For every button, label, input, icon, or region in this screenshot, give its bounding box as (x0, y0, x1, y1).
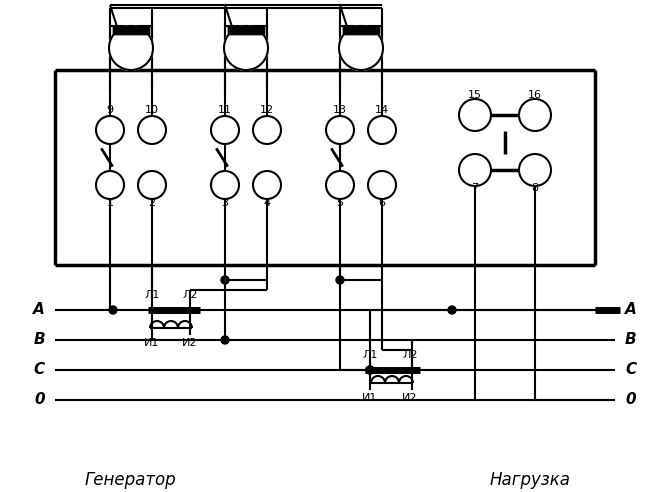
Text: A: A (34, 303, 45, 317)
Text: И1: И1 (144, 338, 159, 348)
Circle shape (366, 366, 374, 374)
Text: A: A (625, 303, 636, 317)
Bar (343, 26, 379, 34)
Bar (228, 26, 264, 34)
Text: Л2: Л2 (182, 290, 198, 300)
Circle shape (221, 336, 229, 344)
Text: Л1: Л1 (144, 290, 159, 300)
Circle shape (211, 171, 239, 199)
Text: 1: 1 (107, 198, 113, 208)
Bar (113, 26, 149, 34)
Text: 8: 8 (531, 183, 539, 193)
Bar (228, 26, 264, 34)
Circle shape (459, 154, 491, 186)
Text: 3: 3 (222, 198, 228, 208)
Circle shape (519, 99, 551, 131)
Circle shape (138, 171, 166, 199)
Text: C: C (34, 363, 45, 377)
Bar (113, 26, 149, 34)
Text: Л1: Л1 (362, 350, 378, 360)
Text: 2: 2 (149, 198, 155, 208)
Circle shape (109, 26, 153, 70)
Circle shape (253, 116, 281, 144)
Text: 10: 10 (145, 105, 159, 115)
Text: 13: 13 (333, 105, 347, 115)
Circle shape (96, 116, 124, 144)
Text: И1: И1 (362, 393, 378, 403)
Text: B: B (34, 333, 45, 347)
Circle shape (109, 306, 117, 314)
Circle shape (96, 171, 124, 199)
Circle shape (211, 116, 239, 144)
Text: 0: 0 (34, 393, 45, 407)
Text: 0: 0 (625, 393, 636, 407)
Text: 14: 14 (375, 105, 389, 115)
Text: И2: И2 (182, 338, 198, 348)
Text: C: C (625, 363, 636, 377)
Text: И2: И2 (402, 393, 418, 403)
Circle shape (224, 26, 268, 70)
Text: 11: 11 (218, 105, 232, 115)
Circle shape (253, 171, 281, 199)
Circle shape (519, 154, 551, 186)
Circle shape (368, 116, 396, 144)
Text: 16: 16 (528, 90, 542, 100)
Circle shape (221, 276, 229, 284)
Text: B: B (625, 333, 636, 347)
Circle shape (459, 99, 491, 131)
Text: 15: 15 (468, 90, 482, 100)
Text: 5: 5 (336, 198, 344, 208)
Circle shape (339, 26, 383, 70)
Text: Л2: Л2 (402, 350, 418, 360)
Circle shape (448, 306, 456, 314)
Text: Нагрузка: Нагрузка (490, 471, 570, 489)
Bar (343, 26, 379, 34)
Circle shape (138, 116, 166, 144)
Circle shape (368, 171, 396, 199)
Circle shape (336, 276, 344, 284)
Text: 6: 6 (379, 198, 385, 208)
Circle shape (366, 366, 374, 374)
Text: Генератор: Генератор (84, 471, 176, 489)
Text: 7: 7 (472, 183, 478, 193)
Text: 4: 4 (263, 198, 271, 208)
Circle shape (326, 116, 354, 144)
Circle shape (326, 171, 354, 199)
Text: 12: 12 (260, 105, 274, 115)
Text: 9: 9 (107, 105, 113, 115)
